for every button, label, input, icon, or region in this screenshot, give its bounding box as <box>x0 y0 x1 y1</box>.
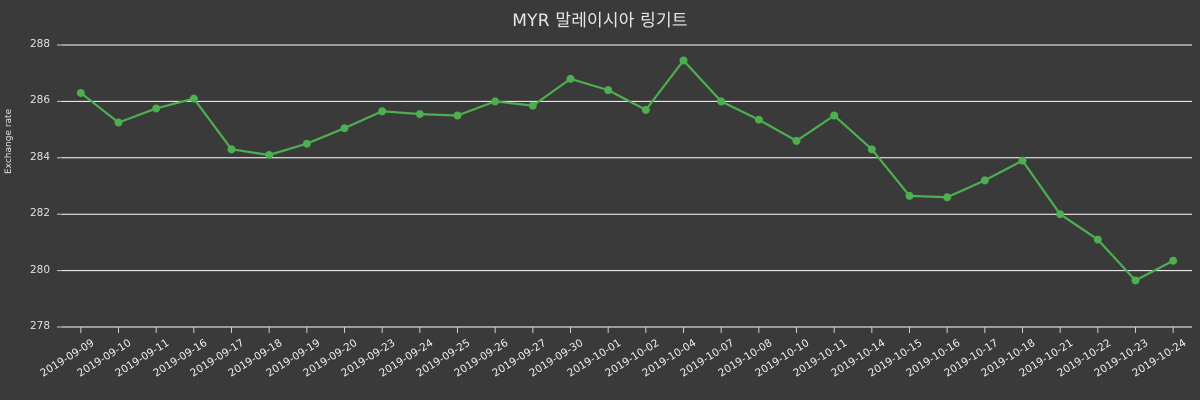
data-point <box>754 115 763 124</box>
data-point <box>227 145 236 154</box>
chart-title: MYR 말레이시아 링기트 <box>512 11 688 31</box>
data-point <box>453 111 462 120</box>
data-point <box>152 104 161 113</box>
y-tick-label: 286 <box>29 94 50 107</box>
y-tick-label: 280 <box>29 263 50 276</box>
y-tick-label: 282 <box>29 207 50 220</box>
data-point <box>641 105 650 114</box>
data-point <box>1131 276 1140 285</box>
data-point <box>415 110 424 119</box>
y-tick-label: 284 <box>29 150 50 163</box>
data-point <box>1056 210 1065 219</box>
data-point <box>717 97 726 106</box>
x-axis-tick-marks <box>80 327 1174 333</box>
data-point <box>980 176 989 185</box>
series-data-points <box>76 56 1178 285</box>
data-point <box>1169 256 1178 265</box>
data-point <box>905 191 914 200</box>
data-point <box>566 74 575 83</box>
y-tick-label: 288 <box>29 38 50 50</box>
y-axis-tick-marks <box>57 44 62 328</box>
data-point <box>867 145 876 154</box>
data-point <box>604 86 613 95</box>
data-point <box>792 136 801 145</box>
data-point <box>114 118 123 127</box>
data-point <box>189 94 198 103</box>
data-point <box>302 139 311 148</box>
data-point <box>679 56 688 65</box>
data-point <box>528 101 537 110</box>
data-point <box>943 193 952 202</box>
series-line <box>79 59 1175 282</box>
data-point <box>830 111 839 120</box>
data-point <box>378 107 387 116</box>
data-point <box>76 88 85 97</box>
y-tick-label: 278 <box>29 320 50 332</box>
data-point <box>340 124 349 133</box>
data-point <box>1018 156 1027 165</box>
gridlines <box>62 44 1192 328</box>
data-point <box>265 150 274 159</box>
data-point <box>1093 235 1102 244</box>
data-point <box>491 97 500 106</box>
